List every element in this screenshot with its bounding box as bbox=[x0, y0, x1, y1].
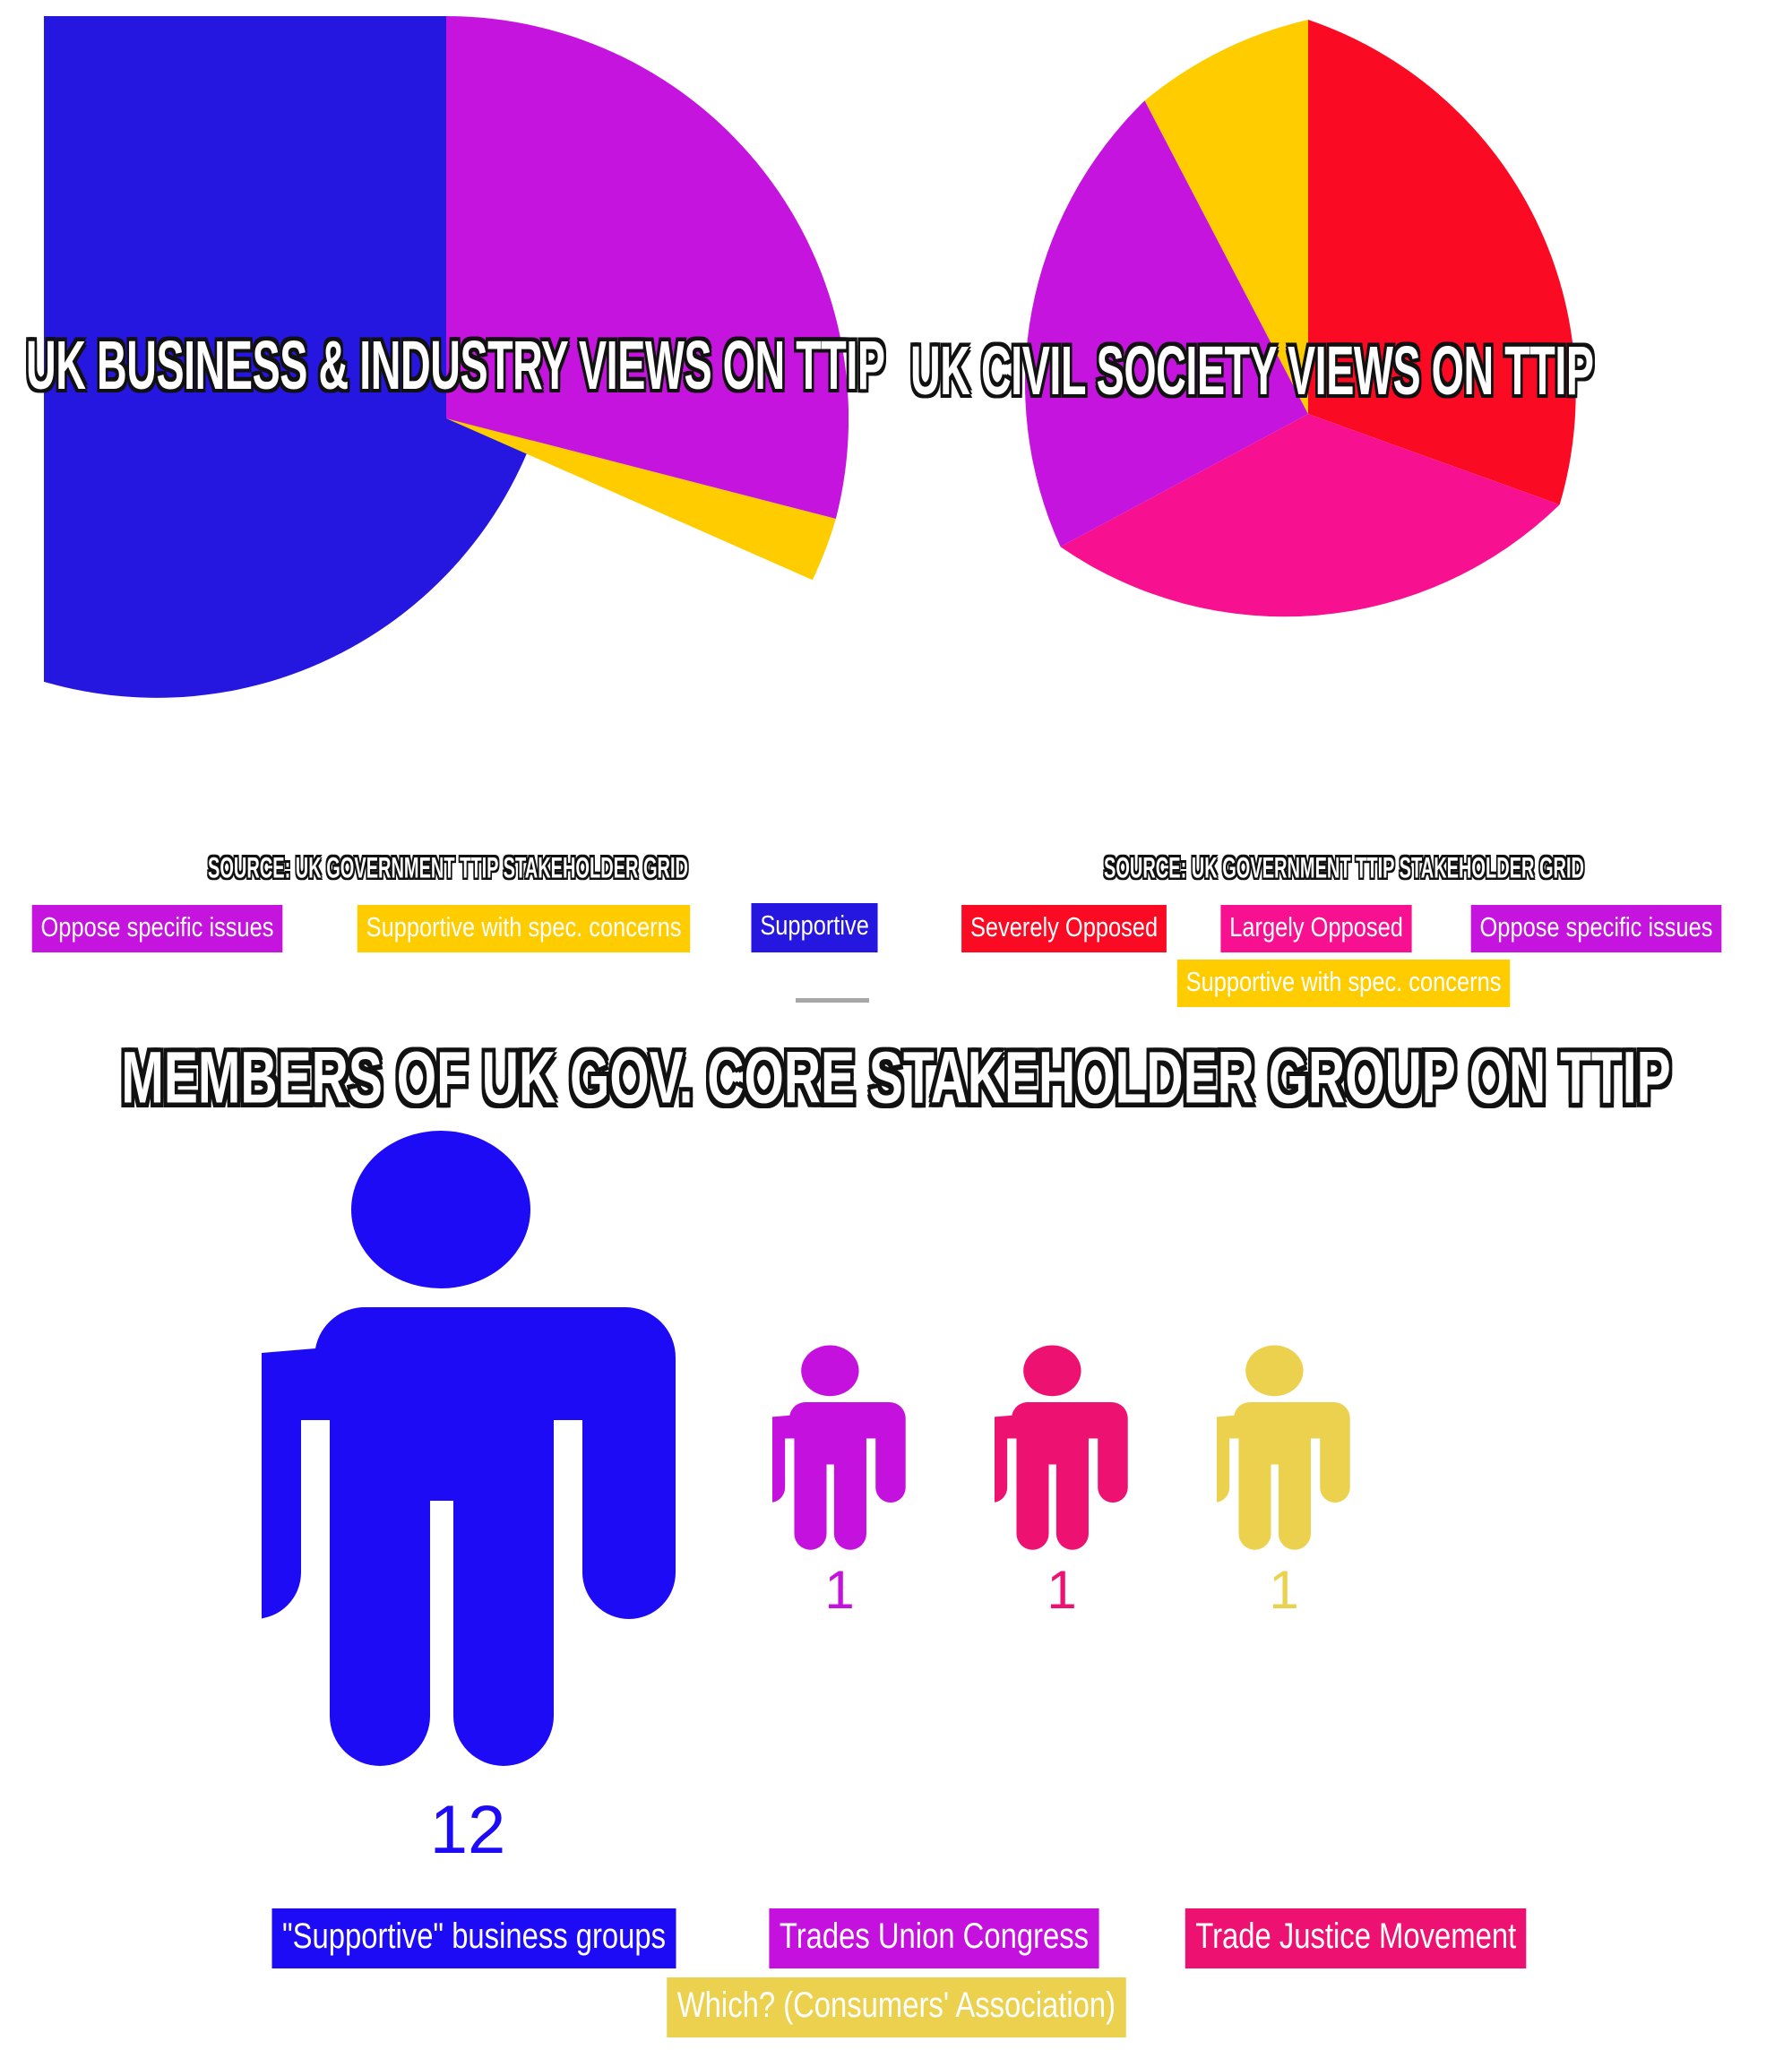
person-body bbox=[1217, 1401, 1350, 1550]
pie-slice-severely-opposed bbox=[1308, 20, 1576, 505]
civil-legend: Severely Opposed Largely Opposed Oppose … bbox=[896, 905, 1792, 1007]
civil-source-label: SOURCE: UK GOVERNMENT TTIP STAKEHOLDER G… bbox=[1104, 851, 1584, 885]
legend-chip-supportive-business-groups[interactable]: "Supportive" business groups bbox=[271, 1908, 676, 1968]
pictogram-person-tuc bbox=[772, 1345, 906, 1550]
person-head bbox=[1245, 1345, 1304, 1397]
legend-chip-largely-opposed[interactable]: Largely Opposed bbox=[1220, 905, 1412, 952]
person-body bbox=[995, 1401, 1128, 1550]
stakeholder-legend: "Supportive" business groups Trades Unio… bbox=[0, 1908, 1792, 2037]
legend-chip-oppose-specific[interactable]: Oppose specific issues bbox=[1470, 905, 1722, 952]
legend-chip-supportive[interactable]: Supportive bbox=[751, 903, 878, 952]
legend-chip-which-consumers-association[interactable]: Which? (Consumers' Association) bbox=[666, 1977, 1126, 2037]
pictogram-count-tjm: 1 bbox=[1047, 1560, 1077, 1620]
business-pie-chart bbox=[44, 16, 849, 698]
pictogram-count-which: 1 bbox=[1269, 1560, 1299, 1620]
pie-slice-oppose-specific bbox=[446, 16, 849, 519]
person-head bbox=[801, 1345, 859, 1397]
person-body bbox=[262, 1306, 676, 1766]
civil-pie-chart bbox=[1024, 20, 1576, 617]
legend-chip-supportive-concerns[interactable]: Supportive with spec. concerns bbox=[1177, 960, 1511, 1007]
pictogram-count-tuc: 1 bbox=[824, 1560, 855, 1620]
pie-slice-supportive-concerns bbox=[446, 418, 836, 581]
person-head bbox=[351, 1131, 530, 1288]
business-legend: Oppose specific issues Supportive with s… bbox=[0, 903, 896, 952]
pie-slice-oppose-specific bbox=[1024, 100, 1308, 547]
pictogram-person-supportive-business bbox=[262, 1131, 676, 1766]
legend-chip-trades-union-congress[interactable]: Trades Union Congress bbox=[769, 1908, 1099, 1968]
legend-chip-trade-justice-movement[interactable]: Trade Justice Movement bbox=[1185, 1908, 1527, 1968]
pictogram-person-which bbox=[1217, 1345, 1350, 1550]
pictogram-person-tjm bbox=[995, 1345, 1128, 1550]
pie-slice-supportive bbox=[44, 16, 544, 698]
person-body bbox=[772, 1401, 906, 1550]
legend-chip-supportive-concerns[interactable]: Supportive with spec. concerns bbox=[357, 905, 691, 952]
pictogram-count-supportive-business: 12 bbox=[429, 1792, 506, 1868]
business-pie-panel: UK BUSINESS & INDUSTRY VIEWS ON TTIP bbox=[26, 16, 885, 821]
business-source-label: SOURCE: UK GOVERNMENT TTIP STAKEHOLDER G… bbox=[208, 851, 688, 885]
legend-chip-severely-opposed[interactable]: Severely Opposed bbox=[961, 905, 1167, 952]
pie-slice-largely-opposed bbox=[1060, 414, 1560, 617]
pie-slice-supportive-concerns bbox=[1144, 20, 1308, 414]
stakeholder-section-title: MEMBERS OF UK GOV. CORE STAKEHOLDER GROU… bbox=[121, 1037, 1671, 1120]
person-head bbox=[1023, 1345, 1081, 1397]
civil-pie-panel: UK CIVIL SOCIETY VIEWS ON TTIP bbox=[910, 20, 1702, 808]
divider-artifact bbox=[796, 998, 869, 1003]
legend-chip-oppose-specific[interactable]: Oppose specific issues bbox=[31, 905, 283, 952]
